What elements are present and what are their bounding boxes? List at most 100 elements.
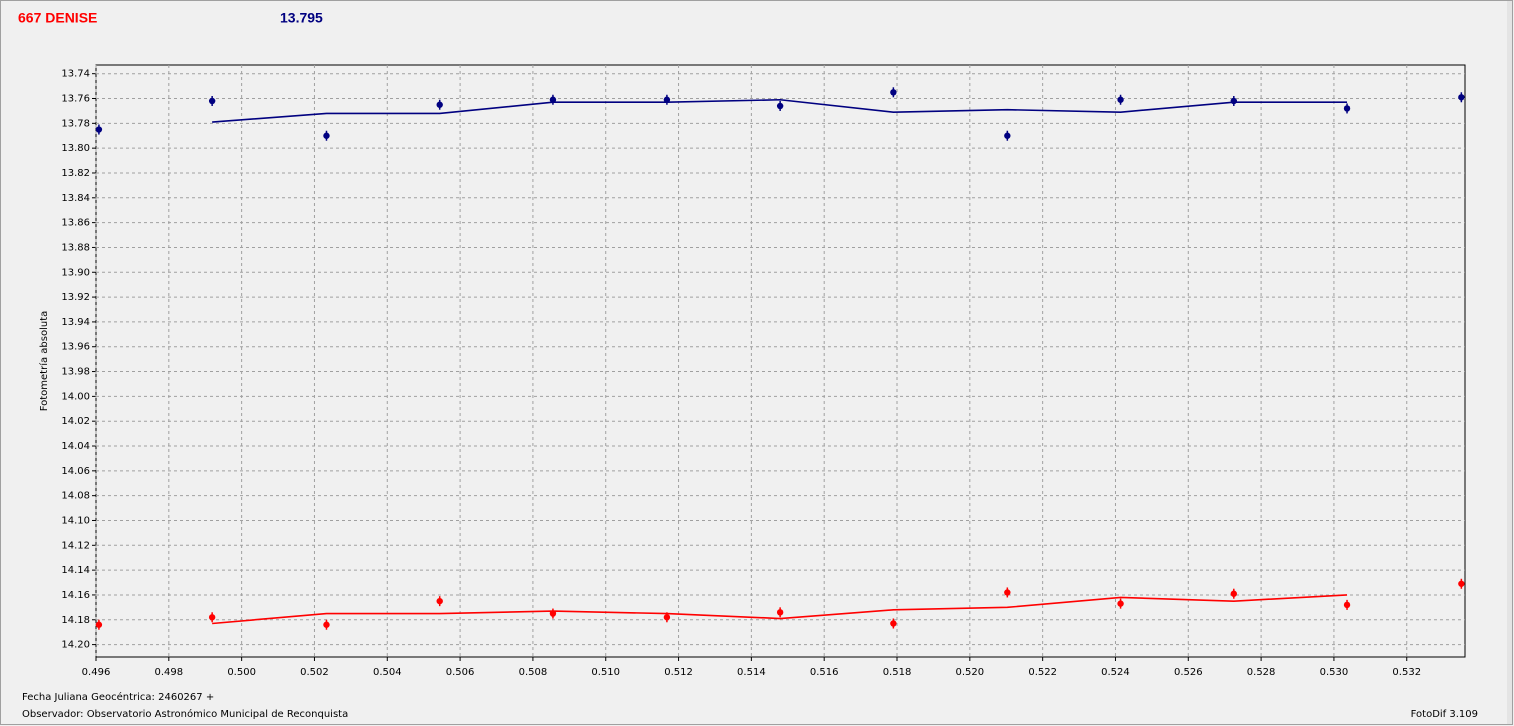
point-marker (663, 614, 671, 621)
y-tick-label: 13.90 (61, 267, 90, 278)
x-tick-label: 0.498 (154, 667, 183, 678)
point-marker (549, 96, 557, 103)
point-marker (95, 126, 103, 133)
x-tick-label: 0.532 (1392, 667, 1421, 678)
x-tick-label: 0.524 (1101, 667, 1130, 678)
point-marker (776, 609, 784, 616)
x-tick-label: 0.502 (300, 667, 329, 678)
y-tick-label: 13.96 (61, 342, 90, 353)
data-point (1004, 130, 1011, 141)
y-tick-label: 14.06 (61, 466, 90, 477)
software-version: FotoDif 3.109 (1411, 709, 1478, 720)
y-tick-label: 14.16 (61, 590, 90, 601)
y-tick-label: 14.12 (61, 540, 90, 551)
footer-observer: Observador: Observatorio Astronómico Mun… (22, 708, 348, 720)
data-point (1117, 94, 1124, 105)
data-point (890, 87, 897, 98)
y-tick-label: 13.86 (61, 218, 90, 229)
y-tick-label: 13.98 (61, 367, 90, 378)
data-point (436, 596, 443, 607)
point-marker (1117, 600, 1124, 607)
x-tick-label: 0.530 (1320, 667, 1349, 678)
point-marker (323, 621, 330, 628)
data-point (1117, 598, 1124, 609)
x-tick-label: 0.514 (737, 667, 766, 678)
y-axis-label: Fotometría absoluta (38, 311, 50, 412)
point-marker (1458, 580, 1465, 587)
point-marker (890, 89, 897, 96)
data-point (208, 612, 216, 623)
y-tick-label: 14.08 (61, 491, 90, 502)
y-tick-label: 14.02 (61, 416, 90, 427)
x-tick-label: 0.500 (227, 667, 256, 678)
fit-line (212, 98, 1348, 123)
point-marker (1004, 132, 1011, 139)
point-marker (1458, 94, 1465, 101)
plot-area (95, 64, 1466, 658)
data-point (549, 608, 557, 619)
x-tick-label: 0.512 (664, 667, 693, 678)
point-marker (1230, 590, 1237, 597)
chart-title: 667 DENISE (18, 10, 97, 26)
x-tick-label: 0.528 (1247, 667, 1276, 678)
data-point (1230, 588, 1237, 599)
point-marker (208, 97, 216, 105)
data-point (95, 124, 103, 135)
y-tick-label: 13.88 (61, 242, 90, 253)
x-tick-label: 0.510 (591, 667, 620, 678)
data-point (95, 619, 103, 630)
point-marker (776, 102, 784, 110)
point-marker (436, 597, 443, 605)
data-point (323, 130, 330, 141)
chart-subtitle: 13.795 (280, 10, 323, 26)
y-tick-label: 13.94 (61, 317, 90, 328)
y-tick-label: 13.82 (61, 168, 90, 179)
fit-line (212, 594, 1348, 625)
point-marker (323, 132, 330, 139)
data-point (1343, 103, 1351, 114)
data-point (1343, 599, 1351, 610)
x-tick-label: 0.506 (446, 667, 475, 678)
x-tick-label: 0.518 (883, 667, 912, 678)
x-tick-label: 0.504 (373, 667, 402, 678)
y-tick-label: 14.20 (61, 640, 90, 651)
point-marker (1004, 589, 1011, 596)
data-point (323, 619, 330, 630)
y-tick-label: 13.76 (61, 94, 90, 105)
y-tick-label: 13.78 (61, 118, 90, 129)
y-tick-label: 14.00 (61, 391, 90, 402)
x-tick-label: 0.522 (1028, 667, 1057, 678)
y-tick-label: 13.80 (61, 143, 90, 154)
scroll-edge (1507, 1, 1512, 724)
y-tick-label: 14.14 (61, 565, 90, 576)
data-point (208, 95, 216, 106)
point-marker (95, 621, 103, 628)
data-point (890, 618, 897, 629)
x-tick-label: 0.520 (956, 667, 985, 678)
data-point (549, 94, 557, 105)
data-point (776, 607, 784, 618)
y-tick-label: 14.04 (61, 441, 90, 452)
x-tick-label: 0.496 (82, 667, 111, 678)
point-marker (890, 620, 897, 627)
point-marker (1343, 601, 1351, 609)
point-marker (1343, 105, 1351, 112)
data-point (1458, 578, 1465, 589)
y-tick-label: 13.84 (61, 193, 90, 204)
data-point (436, 99, 443, 110)
point-marker (1117, 96, 1124, 103)
data-point (1004, 587, 1011, 598)
data-point (663, 94, 671, 105)
point-marker (663, 96, 671, 103)
y-tick-label: 13.74 (61, 69, 90, 80)
y-tick-label: 14.10 (61, 515, 90, 526)
point-marker (549, 610, 557, 617)
data-point (776, 100, 784, 111)
y-tick-label: 13.92 (61, 292, 90, 303)
y-tick-label: 14.18 (61, 615, 90, 626)
x-tick-label: 0.508 (519, 667, 548, 678)
footer-date: Fecha Juliana Geocéntrica: 2460267 + (22, 691, 214, 703)
point-marker (208, 614, 216, 621)
